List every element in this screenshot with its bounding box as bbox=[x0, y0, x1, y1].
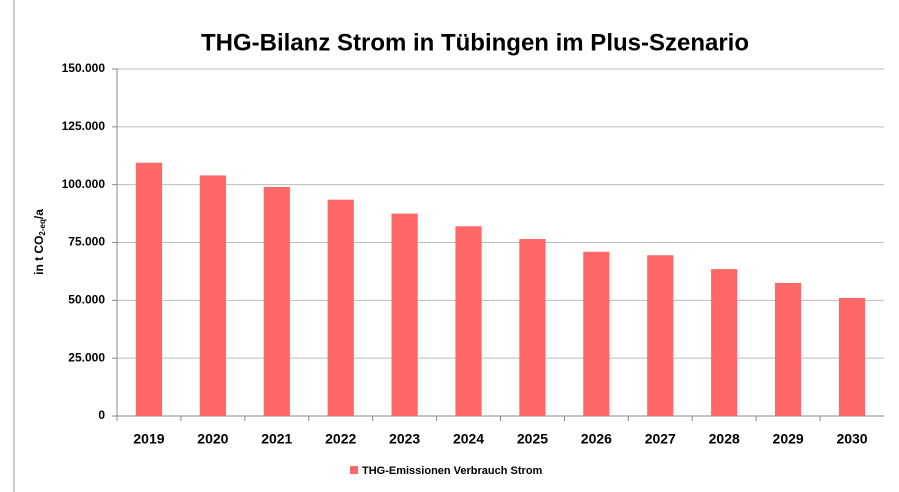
bar bbox=[775, 282, 802, 416]
x-tick-label: 2022 bbox=[325, 431, 356, 447]
y-tick-label: 150.000 bbox=[62, 61, 106, 75]
bar bbox=[327, 199, 354, 416]
x-tick-label: 2028 bbox=[709, 431, 740, 447]
y-tick-label: 100.000 bbox=[62, 177, 106, 191]
y-tick-label: 25.000 bbox=[68, 350, 105, 364]
x-tick-label: 2020 bbox=[197, 431, 228, 447]
x-tick-label: 2026 bbox=[581, 431, 612, 447]
bar bbox=[838, 298, 866, 416]
x-tick-label: 2024 bbox=[453, 431, 484, 447]
x-tick-label: 2021 bbox=[261, 431, 292, 447]
y-axis-label: in t CO2-eq/a bbox=[32, 209, 47, 275]
x-tick-label: 2030 bbox=[836, 431, 867, 447]
chart-title: THG-Bilanz Strom in Tübingen im Plus-Sze… bbox=[201, 29, 749, 56]
x-tick-label: 2027 bbox=[645, 431, 676, 447]
x-tick-label: 2023 bbox=[389, 431, 420, 447]
bar bbox=[263, 186, 290, 416]
legend-swatch bbox=[350, 466, 358, 474]
bar bbox=[455, 226, 482, 416]
bar bbox=[647, 255, 674, 416]
y-tick-label: 0 bbox=[98, 408, 105, 422]
y-label-suffix: /a bbox=[32, 209, 46, 219]
bar bbox=[199, 175, 226, 416]
y-tick-label: 50.000 bbox=[68, 293, 105, 307]
bar bbox=[135, 162, 163, 416]
y-label-sub: 2-eq bbox=[38, 219, 47, 236]
x-tick-label: 2019 bbox=[133, 431, 164, 447]
y-tick-label: 125.000 bbox=[62, 119, 106, 133]
legend-label: THG-Emissionen Verbrauch Strom bbox=[362, 465, 543, 477]
y-tick-label: 75.000 bbox=[68, 235, 105, 249]
bar bbox=[519, 239, 546, 416]
bar bbox=[391, 213, 418, 416]
x-tick-label: 2029 bbox=[773, 431, 804, 447]
x-tick-label: 2025 bbox=[517, 431, 548, 447]
bar bbox=[583, 251, 610, 416]
bar bbox=[711, 269, 738, 416]
y-label-main: in t CO bbox=[32, 236, 46, 275]
